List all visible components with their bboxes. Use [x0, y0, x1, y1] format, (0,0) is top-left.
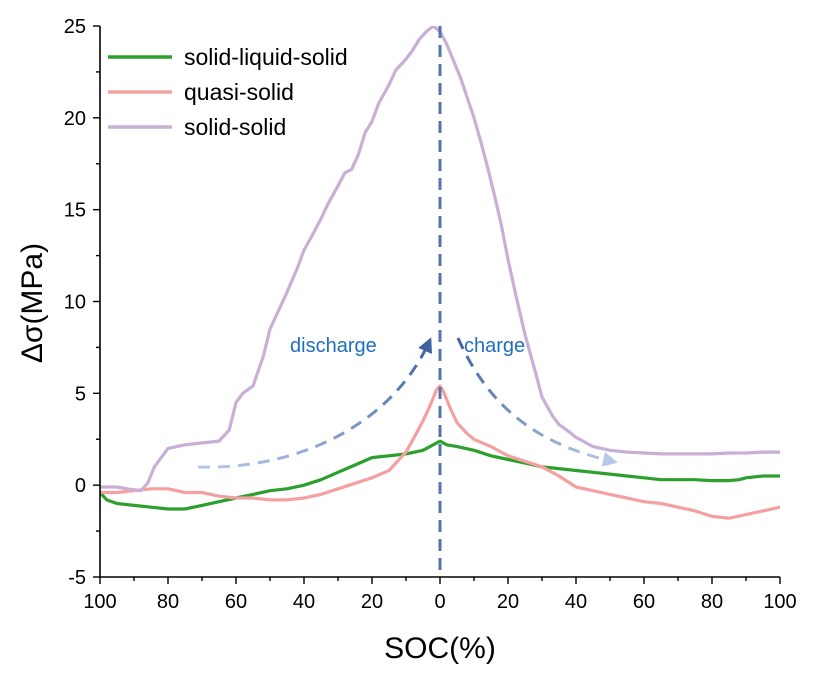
y-tick-label: 15 — [64, 200, 86, 222]
y-axis-title: Δσ(MPa) — [16, 243, 49, 363]
legend-label-solid-liquid-solid: solid-liquid-solid — [184, 44, 348, 70]
overlay-layer: discharge charge — [197, 26, 618, 577]
x-tick-label: 20 — [361, 591, 383, 613]
discharge-arrow — [197, 337, 432, 469]
legend: solid-liquid-solid quasi-solid solid-solid — [108, 44, 348, 140]
y-tick-label: 10 — [64, 292, 86, 314]
y-tick-label: 25 — [64, 16, 86, 38]
x-tick-label: 60 — [633, 591, 655, 613]
x-tick-label: 20 — [497, 591, 519, 613]
legend-label-quasi-solid: quasi-solid — [184, 79, 294, 105]
x-tick-label: 0 — [434, 591, 445, 613]
x-axis-title: SOC(%) — [384, 632, 496, 665]
y-tick-label: 0 — [75, 475, 86, 497]
series-line-quasi-solid — [100, 384, 780, 520]
legend-label-solid-solid: solid-solid — [184, 114, 286, 140]
x-tick-label: 100 — [83, 591, 116, 613]
x-tick-label: 100 — [763, 591, 796, 613]
annotation-charge: charge — [464, 335, 525, 357]
y-tick-label: 5 — [75, 383, 86, 405]
y-tick-label: -5 — [68, 567, 86, 589]
x-tick-label: 60 — [225, 591, 247, 613]
x-tick-label: 80 — [157, 591, 179, 613]
series-line-solid-liquid-solid — [100, 439, 780, 511]
annotation-discharge: discharge — [290, 335, 377, 357]
y-tick-label: 20 — [64, 108, 86, 130]
x-tick-label: 80 — [701, 591, 723, 613]
series-layer — [100, 26, 780, 520]
x-tick-label: 40 — [565, 591, 587, 613]
charge-arrow — [456, 337, 618, 467]
series-line-solid-solid — [100, 26, 780, 493]
x-tick-label: 40 — [293, 591, 315, 613]
